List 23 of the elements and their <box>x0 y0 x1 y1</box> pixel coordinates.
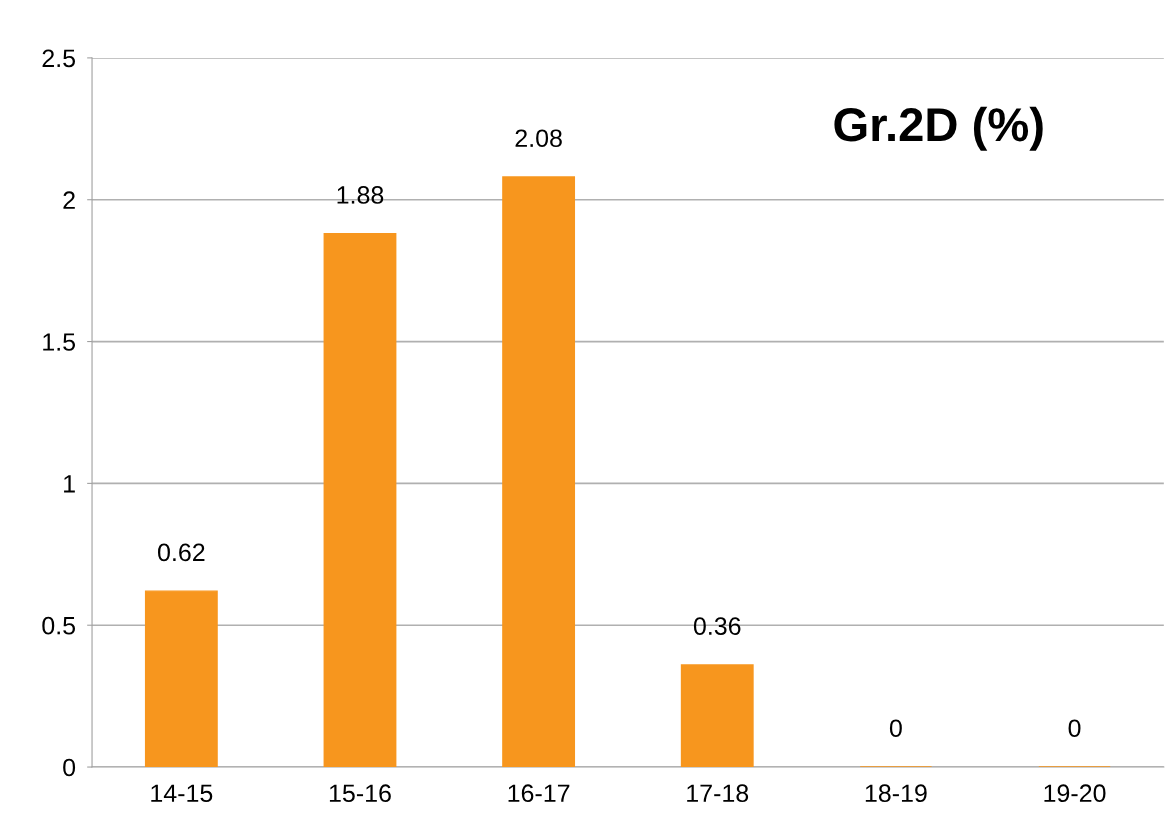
y-tick-label: 0 <box>63 758 76 777</box>
data-label: 0.62 <box>158 543 205 562</box>
bar <box>680 664 754 768</box>
bar <box>323 233 397 768</box>
y-tick-label: 1.5 <box>43 333 76 351</box>
data-label: 0.36 <box>693 617 741 635</box>
text: Gr.2D (%) <box>834 106 1043 151</box>
y-tick-label: 1 <box>64 475 75 493</box>
x-tick-label: 18-19 <box>865 784 927 803</box>
y-tick-label: 0.5 <box>42 616 76 635</box>
bar <box>502 176 576 768</box>
y-tick-label: 2.5 <box>42 49 76 68</box>
data-label: 0 <box>889 719 902 738</box>
x-tick-label: 19-20 <box>1044 784 1106 803</box>
x-tick-label: 16-17 <box>508 784 570 803</box>
x-tick-label: 15-16 <box>329 784 391 803</box>
x-tick-label: 17-18 <box>687 784 749 803</box>
x-tick-label: 14-15 <box>151 784 213 803</box>
bar <box>144 590 218 768</box>
data-label: 2.08 <box>515 129 562 148</box>
data-label: 1.88 <box>337 186 384 204</box>
y-tick-label: 2 <box>63 191 75 209</box>
data-label: 0 <box>1068 719 1081 738</box>
